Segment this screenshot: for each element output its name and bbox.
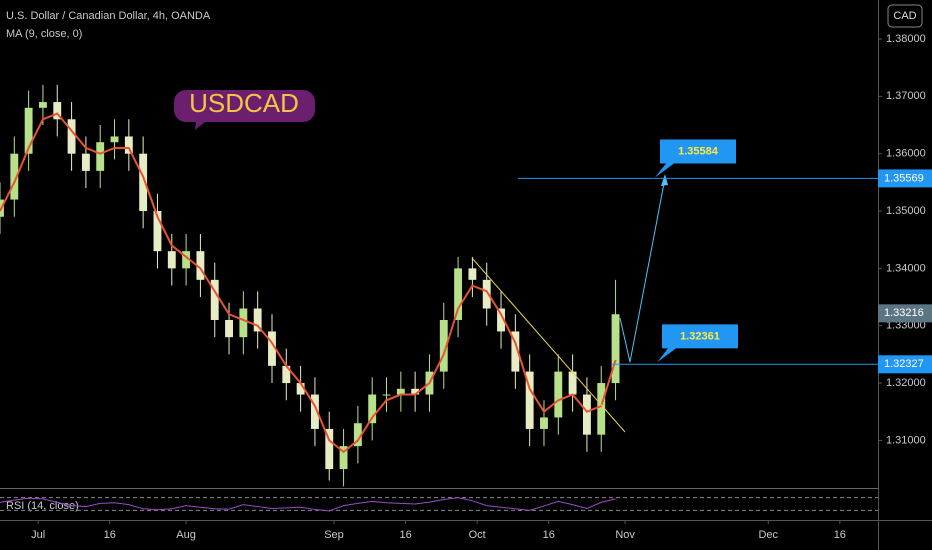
y-tick-label: 1.31000 — [886, 434, 926, 446]
candle-body — [210, 279, 219, 320]
candle-body — [196, 251, 205, 280]
level-tag — [878, 355, 932, 374]
y-tick-label: 1.33000 — [886, 320, 926, 332]
x-tick-label: Sep — [324, 529, 344, 541]
candle-body — [253, 308, 262, 332]
indicator-label: MA (9, close, 0) — [6, 28, 82, 40]
projection-arrow — [619, 177, 666, 363]
level-label: 1.32327 — [884, 358, 924, 370]
callout — [655, 139, 736, 178]
candle-body — [482, 279, 491, 309]
candle-body — [67, 119, 76, 154]
candle-body — [24, 107, 33, 154]
candle-body — [124, 136, 133, 154]
candle-body — [110, 136, 119, 143]
candle-body — [468, 268, 477, 280]
symbol-bubble — [174, 90, 315, 130]
candle-body — [310, 394, 319, 429]
level-tag — [878, 169, 932, 188]
x-tick-label: 16 — [543, 529, 555, 541]
candle-body — [511, 331, 520, 372]
candle-body — [296, 383, 305, 395]
chart-title: U.S. Dollar / Canadian Dollar, 4h, OANDA — [6, 10, 211, 22]
x-tick-label: 16 — [834, 529, 846, 541]
currency-label[interactable]: CAD — [893, 10, 916, 22]
candle-body — [139, 153, 148, 212]
x-tick-label: 16 — [104, 529, 116, 541]
x-tick-label: Dec — [758, 529, 778, 541]
candle-body — [167, 251, 176, 269]
y-tick-label: 1.36000 — [886, 148, 926, 160]
y-tick-label: 1.37000 — [886, 90, 926, 102]
candle-body — [396, 388, 405, 395]
candle-body — [339, 446, 348, 470]
symbol-label: USDCAD — [189, 88, 299, 118]
candle-body — [53, 102, 62, 120]
candle-body — [439, 319, 448, 372]
currency-button[interactable] — [887, 4, 923, 28]
candle-body — [525, 371, 534, 429]
candle-body — [368, 394, 377, 424]
candle-body — [96, 142, 105, 171]
y-tick-label: 1.38000 — [886, 33, 926, 45]
x-tick-label: Oct — [469, 529, 486, 541]
candle-body — [382, 394, 391, 396]
candle-body — [497, 308, 505, 332]
last-price-tag — [878, 304, 932, 323]
y-tick-label: 1.34000 — [886, 262, 926, 274]
y-tick-label: 1.32000 — [886, 377, 926, 389]
candle-body — [454, 268, 463, 320]
candle-body — [325, 428, 334, 470]
candle-body — [353, 423, 362, 447]
candle-body — [182, 251, 191, 269]
arrow-head — [661, 174, 668, 186]
x-tick-label: Nov — [615, 529, 635, 541]
candle-body — [153, 211, 162, 252]
plot — [0, 84, 620, 487]
candle-body — [10, 153, 19, 200]
ma-line — [0, 112, 617, 454]
candle-body — [239, 308, 248, 338]
candle-body — [582, 394, 591, 435]
candle-body — [81, 153, 90, 171]
x-tick-label: 16 — [399, 529, 411, 541]
level-label: 1.35569 — [884, 172, 924, 184]
x-tick-label: Jul — [31, 529, 45, 541]
rsi-line — [0, 497, 616, 512]
candle-body — [39, 102, 47, 108]
candle-body — [225, 319, 233, 338]
candle-body — [611, 314, 620, 384]
candle-body — [411, 388, 420, 395]
x-tick-label: Aug — [176, 529, 196, 541]
y-tick-label: 1.35000 — [886, 205, 926, 217]
last-price-label: 1.33216 — [884, 307, 924, 319]
candle-body — [597, 383, 606, 435]
callout-label: 1.32361 — [680, 330, 720, 342]
callout-label: 1.35584 — [678, 145, 719, 157]
candle-body — [540, 417, 548, 429]
candle-body — [568, 371, 577, 395]
candle-body — [554, 371, 563, 418]
trend-line — [471, 257, 626, 433]
candle-body — [268, 331, 276, 366]
candle-body — [282, 365, 291, 384]
callout — [657, 324, 738, 363]
